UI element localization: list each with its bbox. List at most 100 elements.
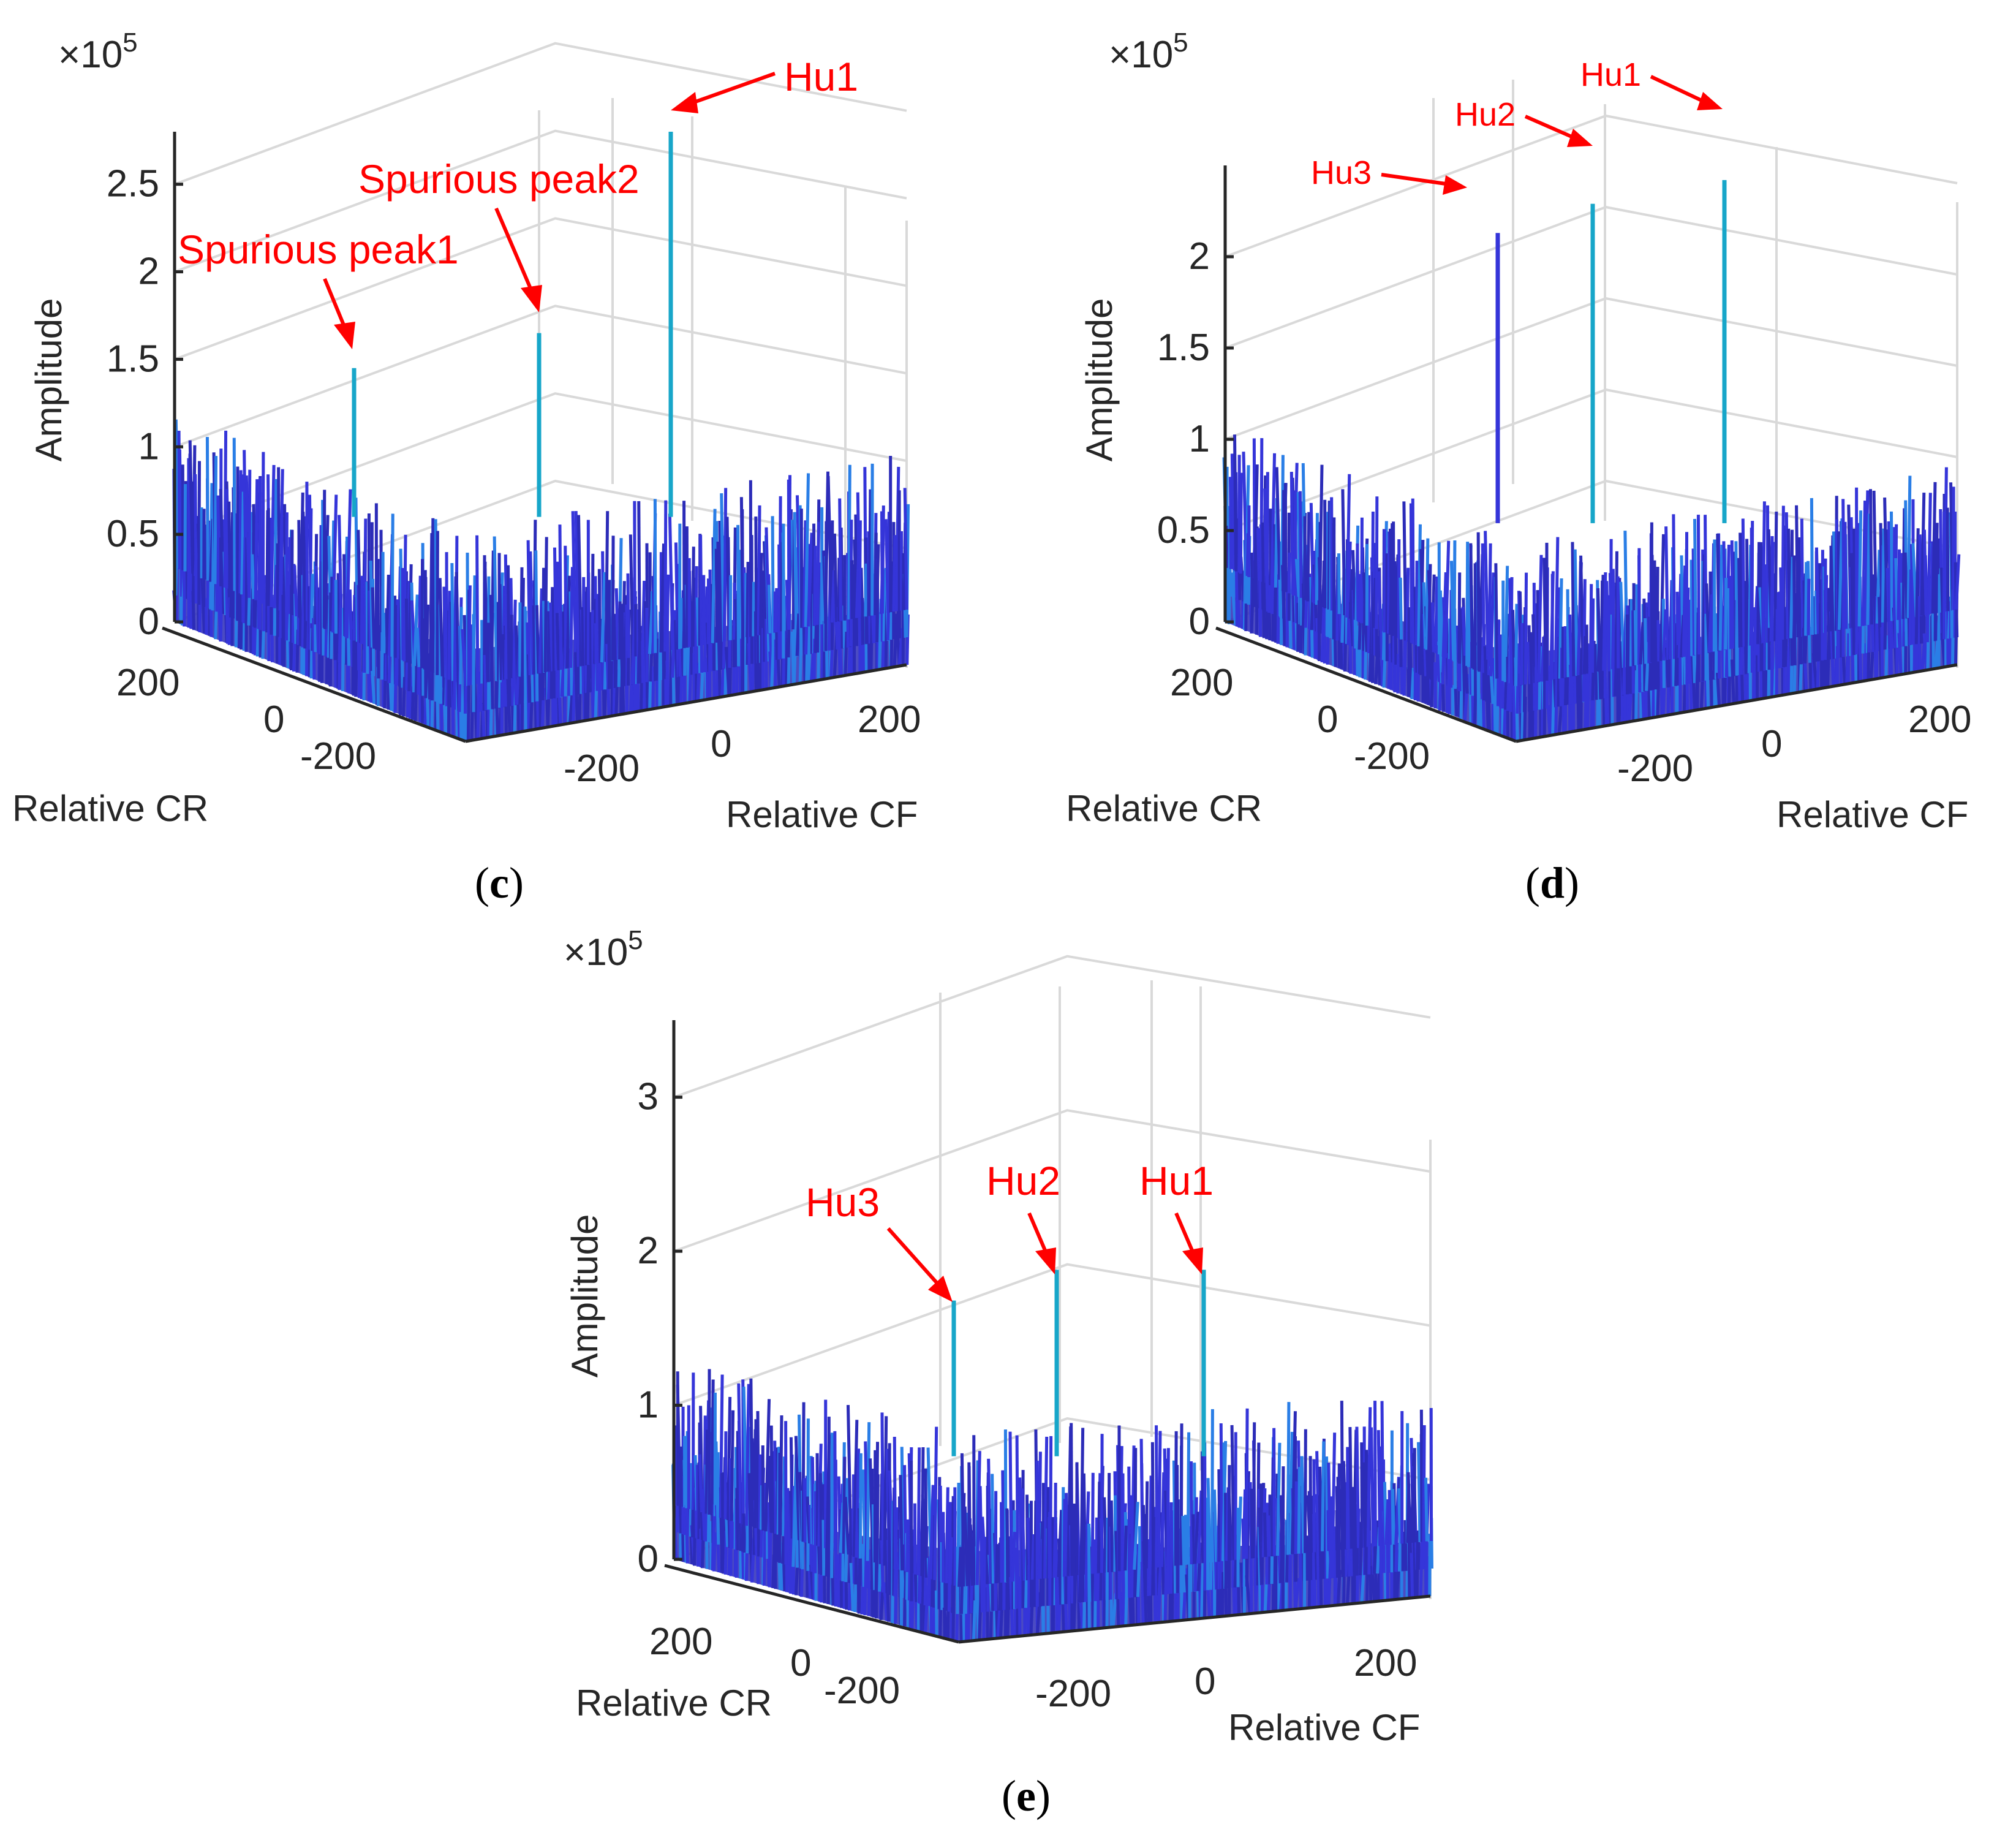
panel-c-noise-bar <box>787 475 792 630</box>
panel-e-hu2-annotation: Hu2 <box>986 1158 1060 1203</box>
panel-d-noise-bar <box>1298 491 1303 598</box>
panel-d-z-tick: 2 <box>1189 235 1210 278</box>
panel-e-noise-bar <box>1397 1488 1402 1544</box>
panel-d-noise-bar <box>1605 581 1610 670</box>
panel-c-noise-bar <box>651 666 655 709</box>
panel-e-noise-bar <box>1100 1434 1104 1573</box>
panel-d-noise-bar <box>1739 532 1743 648</box>
panel-d-noise-bar <box>1750 521 1754 645</box>
panel-d-noise-bar <box>1414 561 1419 646</box>
panel-d-noise-bar <box>1582 636 1587 675</box>
panel-d-noise-bar <box>1884 635 1889 678</box>
panel-e-noise-bar <box>1197 1490 1203 1564</box>
panel-c-noise-bar <box>493 536 499 681</box>
panel-c-noise-bar <box>621 581 626 659</box>
panel-e-z-tick: 3 <box>638 1076 659 1118</box>
panel-d-noise-bar <box>1228 477 1233 569</box>
panel-c-noise-bar <box>395 599 399 686</box>
panel-e-noise-bar <box>1417 1442 1422 1542</box>
panel-e-noise-bar <box>814 1491 817 1573</box>
panel-d-noise-bar <box>1588 584 1593 673</box>
panel-d-noise-bar <box>1784 512 1789 640</box>
panel-c-noise-bar <box>450 563 455 681</box>
panel-d-noise-bar <box>1357 573 1362 623</box>
panel-d-noise-bar <box>1270 453 1277 587</box>
panel-c-noise-bar <box>507 565 511 679</box>
panel-c-noise-bar <box>402 534 407 662</box>
panel-e-noise-bar <box>1288 1431 1294 1555</box>
panel-e-noise-bar <box>1181 1515 1187 1593</box>
panel-d-noise-bar <box>1278 579 1283 618</box>
panel-e-noise-bar <box>1419 1409 1424 1542</box>
panel-c-noise-bar <box>604 511 610 662</box>
panel-e-noise-bar <box>885 1562 891 1622</box>
panel-d-noise-bar <box>1897 549 1901 620</box>
panel-c-noise-bar <box>670 586 674 650</box>
panel-d-hu1-arrowhead <box>1697 92 1723 110</box>
panel-d-noise-bar <box>1756 542 1761 645</box>
panel-c-noise-bar <box>708 569 713 672</box>
panel-c-noise-bar <box>420 559 425 668</box>
panel-c-level-line <box>174 129 907 273</box>
panel-e-noise-bar <box>745 1383 750 1526</box>
panel-c-noise-bar <box>278 469 284 611</box>
panel-d-noise-bar <box>1435 645 1441 683</box>
panel-d-noise-bar <box>1795 505 1800 638</box>
panel-e-noise-bar <box>1336 1477 1342 1550</box>
panel-c-noise-bar <box>618 601 622 660</box>
panel-e-noise-bar <box>1190 1461 1193 1565</box>
panel-d-noise-bar <box>1894 558 1900 648</box>
panel-e-noise-bar <box>789 1437 794 1539</box>
panel-e-noise-bar <box>1043 1436 1049 1579</box>
panel-d-noise-bar <box>1346 541 1352 645</box>
panel-d-noise-bar <box>1469 543 1474 668</box>
panel-e-hu1-annotation: Hu1 <box>1139 1158 1214 1203</box>
panel-e-noise-bar <box>764 1399 771 1532</box>
panel-e-noise-bar <box>987 1458 992 1584</box>
panel-c-noise-bar <box>832 533 839 623</box>
panel-e-noise-bar <box>1403 1520 1408 1571</box>
panel-e-noise-bar <box>929 1485 935 1580</box>
panel-d-noise-bar <box>1283 483 1288 592</box>
panel-e-noise-bar <box>926 1556 931 1607</box>
panel-d-noise-bar <box>1954 554 1961 610</box>
panel-c-noise-bar <box>886 512 891 640</box>
panel-d-noise-bar <box>1789 556 1794 638</box>
panel-d-z-tick: 0.5 <box>1157 509 1210 551</box>
panel-d-noise-bar <box>1498 634 1503 680</box>
panel-c-noise-bar <box>647 610 654 654</box>
panel-e-noise-bar <box>1378 1446 1383 1573</box>
panel-d-noise-bar <box>1741 518 1746 647</box>
panel-c-noise-bar <box>293 565 298 617</box>
panel-d-caption: (d) <box>1525 858 1579 907</box>
panel-e-noise-bar <box>1242 1489 1247 1559</box>
panel-c-cf-label: Relative CF <box>726 794 918 835</box>
panel-c-noise-bar <box>838 635 843 676</box>
panel-c-noise-bar <box>436 531 439 675</box>
panel-e-noise-bar <box>1118 1445 1123 1599</box>
panel-e-noise-bar <box>836 1554 841 1608</box>
panel-e-noise-bar <box>719 1374 724 1518</box>
panel-e-cr-tick: 0 <box>790 1642 811 1684</box>
panel-c-noise-bar <box>475 535 480 684</box>
panel-d-cr-tick: 200 <box>1170 662 1233 704</box>
panel-c-hu1-arrowhead <box>671 92 698 113</box>
panel-c-noise-bar <box>469 624 473 686</box>
panel-e-noise-bar <box>753 1419 758 1529</box>
panel-e-noise-bar <box>1227 1491 1234 1561</box>
panel-e-noise-bar <box>1294 1578 1301 1610</box>
panel-d-noise-bar <box>1503 566 1509 683</box>
panel-d-noise-bar <box>1806 578 1811 635</box>
panel-c-noise-bar <box>512 599 517 678</box>
panel-d-noise-bar <box>1259 438 1264 582</box>
panel-e-noise-bar <box>1184 1515 1188 1565</box>
panel-e-cr-axis <box>664 1564 959 1644</box>
panel-e-noise-bar <box>963 1506 969 1586</box>
panel-e-noise-bar <box>1017 1577 1022 1637</box>
panel-e-hu3-arrow <box>886 1227 942 1289</box>
panel-d-level-line <box>1225 114 1958 258</box>
panel-d-noise-bar <box>1927 493 1932 615</box>
panel-c-noise-bar <box>626 573 630 658</box>
panel-c-noise-bar <box>757 505 761 635</box>
panel-d-hu1-arrow <box>1650 75 1704 103</box>
